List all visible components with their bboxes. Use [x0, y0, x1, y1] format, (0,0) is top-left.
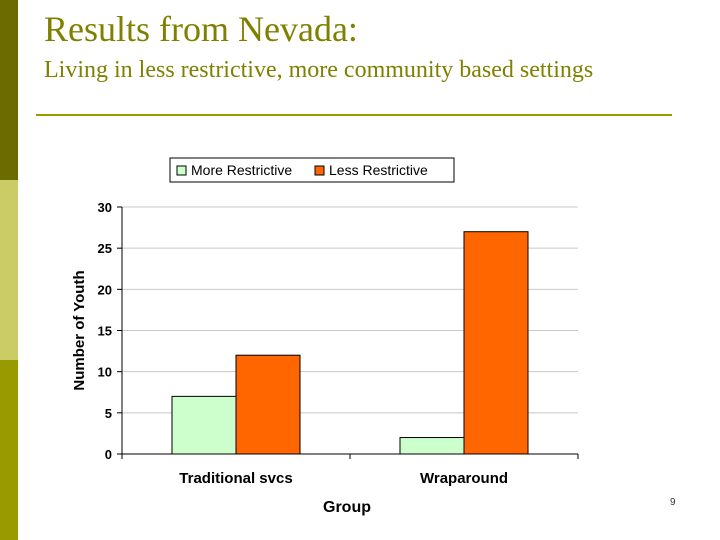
legend-label: More Restrictive: [191, 162, 292, 178]
bar: [171, 395, 237, 455]
y-tick-label: 25: [98, 241, 112, 256]
bar: [463, 231, 529, 455]
page-number: 9: [670, 497, 676, 508]
y-axis-title: Number of Youth: [71, 270, 88, 390]
x-tick-label: Traditional svcs: [179, 470, 292, 487]
legend-swatch: [176, 165, 187, 176]
y-tick-label: 0: [105, 447, 112, 462]
bar: [399, 437, 465, 455]
slide-title: Results from Nevada:: [44, 9, 358, 49]
legend-label: Less Restrictive: [329, 162, 428, 178]
y-tick-label: 20: [98, 282, 112, 297]
y-tick-label: 5: [105, 406, 112, 421]
y-tick-label: 15: [98, 324, 112, 339]
title-divider: [36, 114, 672, 116]
sidebar-accent-middle: [0, 180, 18, 360]
slide-subtitle: Living in less restrictive, more communi…: [44, 57, 594, 83]
x-axis-title: Group: [323, 499, 371, 516]
y-tick-label: 10: [98, 365, 112, 380]
sidebar-accent-top: [0, 0, 18, 180]
legend-swatch: [314, 165, 325, 176]
sidebar-accent-bottom: [0, 360, 18, 540]
legend-box: [169, 157, 455, 183]
x-tick-label: Wraparound: [420, 470, 508, 487]
y-tick-label: 30: [98, 200, 112, 215]
bar: [235, 354, 301, 455]
